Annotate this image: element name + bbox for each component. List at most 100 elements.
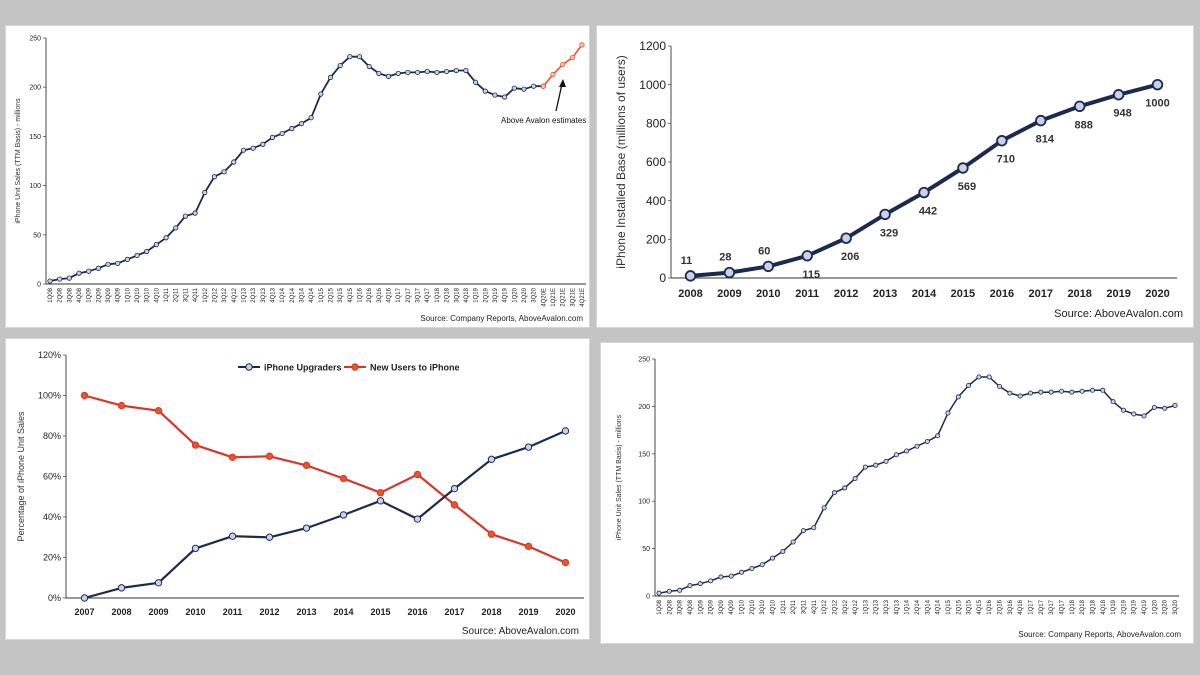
x-tick-label: 2019 xyxy=(1106,288,1130,300)
data-point xyxy=(800,528,806,534)
x-tick-label: 1Q13 xyxy=(241,287,247,302)
data-point xyxy=(945,410,951,416)
x-tick-label: 2014 xyxy=(912,288,937,300)
x-tick-label: 2Q12 xyxy=(212,287,218,302)
series-line xyxy=(658,376,1176,594)
data-point xyxy=(1172,402,1178,408)
data-point xyxy=(1100,387,1106,393)
y-tick-label: 250 xyxy=(638,356,650,363)
data-point xyxy=(521,86,527,92)
x-tick-label: 1Q20 xyxy=(512,287,518,302)
data-label: 1000 xyxy=(1145,98,1169,110)
data-point xyxy=(154,579,163,587)
x-tick-label: 2018 xyxy=(481,607,501,617)
y-tick-label: 1000 xyxy=(639,78,666,92)
data-point xyxy=(550,71,556,78)
chart-panel-upgraders-vs-new-users: 0% 20% 40% 60% 80% 100% 120% 2007 2008 2009 2010 20… xyxy=(5,338,590,640)
x-tick-label: 3Q17 xyxy=(1049,599,1055,614)
data-point xyxy=(1017,393,1023,399)
data-point xyxy=(376,70,382,77)
data-point xyxy=(656,590,662,596)
x-tick-label: 1Q08 xyxy=(657,599,663,614)
data-point xyxy=(260,141,266,147)
data-point xyxy=(385,73,392,79)
data-point xyxy=(749,566,755,572)
x-tick-label: 1Q18 xyxy=(1070,599,1076,614)
x-tick-label: 2Q13 xyxy=(251,287,257,302)
data-point xyxy=(986,374,992,380)
y-tick-label: 100% xyxy=(38,391,61,401)
data-label: 442 xyxy=(919,206,937,218)
x-tick-label: 3Q11 xyxy=(801,599,807,614)
legend-label: New Users to iPhone xyxy=(370,363,460,373)
x-tick-label: 4Q13 xyxy=(270,287,276,302)
data-point xyxy=(840,232,852,244)
y-tick-label: 0 xyxy=(646,593,650,600)
x-tick-label: 1Q12 xyxy=(203,287,209,302)
x-tick-label: 2010 xyxy=(185,607,205,617)
x-tick-label: 1Q13 xyxy=(863,599,869,614)
data-point xyxy=(893,452,899,458)
data-point xyxy=(228,532,237,540)
x-tick-label: 2017 xyxy=(444,607,464,617)
chart-panel-unit-sales-estimates: 0 50 100 150 200 250 1Q08 2Q08 3Q08 4Q08 1Q09 2Q09 3… xyxy=(5,25,590,328)
estimates-annotation: Above Avalon estimates xyxy=(501,116,587,125)
data-point xyxy=(434,69,440,76)
data-point xyxy=(231,159,237,165)
data-point xyxy=(173,225,179,231)
x-tick-label: 4Q08 xyxy=(77,287,83,302)
data-point xyxy=(318,91,324,97)
x-tick-label: 3Q13 xyxy=(884,599,890,614)
data-point xyxy=(115,260,121,266)
x-tick-label: 1Q18 xyxy=(435,287,441,302)
x-tick-label: 1Q19 xyxy=(1111,599,1117,614)
x-tick-label: 3Q17 xyxy=(416,287,422,302)
data-point xyxy=(879,208,891,221)
data-point xyxy=(443,68,450,75)
x-tick-label: 2Q18 xyxy=(1080,599,1086,614)
x-tick-label: 2011 xyxy=(795,288,819,300)
data-point xyxy=(759,562,765,568)
data-point xyxy=(472,79,479,85)
data-point xyxy=(666,588,672,594)
data-point xyxy=(1141,413,1147,419)
x-tick-label: 2Q15 xyxy=(329,287,335,302)
data-point xyxy=(976,374,982,380)
x-tick-label: 4Q17 xyxy=(425,287,431,302)
data-point xyxy=(924,438,930,444)
legend-marker xyxy=(351,363,359,371)
data-point xyxy=(762,260,775,273)
x-tick-label: 4Q11 xyxy=(812,599,818,614)
data-label: 329 xyxy=(880,227,898,239)
data-point xyxy=(723,266,736,279)
data-point xyxy=(531,83,537,89)
data-point xyxy=(57,276,63,282)
x-tick-label: 2Q11 xyxy=(791,599,797,614)
x-tick-label: 3Q08 xyxy=(67,287,73,302)
y-tick-label: 150 xyxy=(29,134,41,141)
data-point xyxy=(739,569,745,575)
x-tick-label: 2Q14 xyxy=(915,599,921,614)
x-tick-label: 1Q12 xyxy=(822,599,828,614)
x-tick-label: 2008 xyxy=(111,607,131,617)
y-tick-label: 60% xyxy=(43,472,61,482)
data-point xyxy=(862,464,868,470)
x-tick-label: 4Q14 xyxy=(936,599,942,614)
series-line xyxy=(49,55,544,282)
x-tick-label: 1Q19 xyxy=(474,287,480,302)
x-tick-label: 4Q20E xyxy=(541,288,547,307)
x-tick-label: 3Q16 xyxy=(377,287,383,302)
data-point xyxy=(66,275,72,281)
x-tick-label: 3Q12 xyxy=(222,287,228,302)
data-point xyxy=(708,578,714,584)
y-tick-label: 0 xyxy=(37,281,41,288)
y-tick-label: 50 xyxy=(33,232,41,239)
x-tick-label: 2013 xyxy=(873,288,897,300)
data-point xyxy=(487,455,496,463)
x-tick-label: 2Q10 xyxy=(135,287,141,302)
data-point xyxy=(413,470,422,479)
data-point xyxy=(996,135,1008,147)
data-point xyxy=(339,474,348,483)
source-note: Source: Company Reports, AboveAvalon.com xyxy=(420,314,583,323)
x-tick-label: 2008 xyxy=(678,288,702,300)
